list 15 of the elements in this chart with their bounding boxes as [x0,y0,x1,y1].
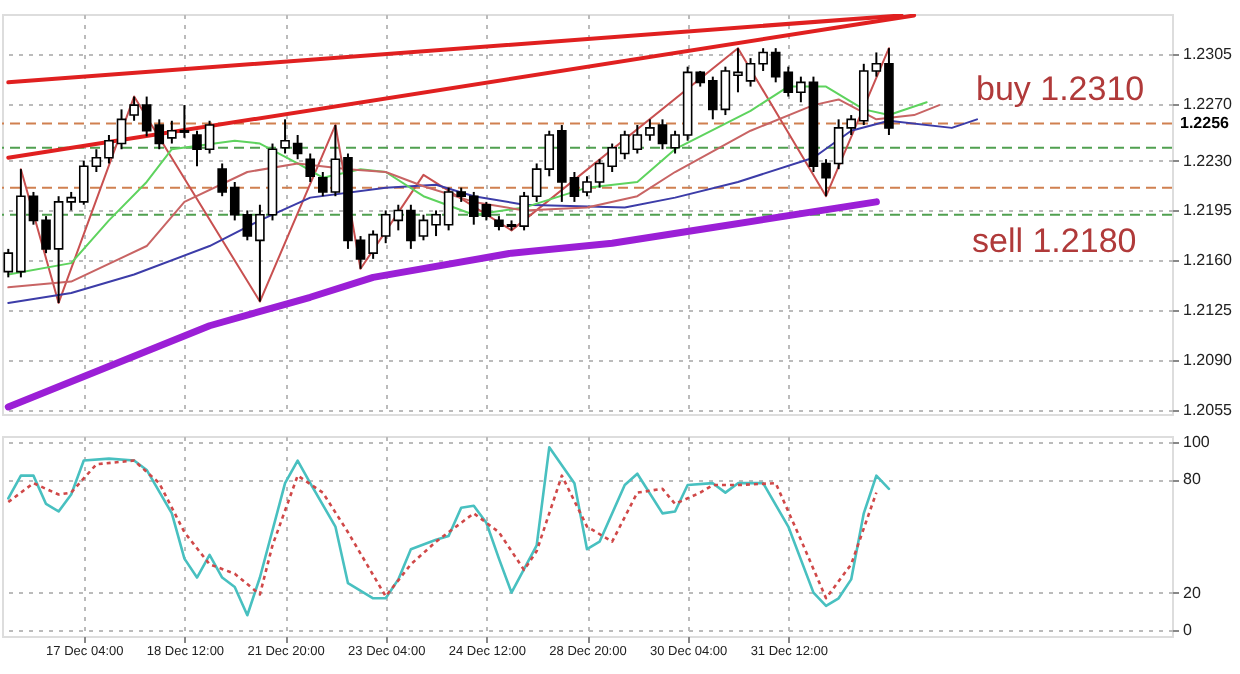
y-tick-label: 1.2090 [1183,350,1234,369]
y-tick-label: 20 [1183,583,1202,602]
y-tick-label: 1.2125 [1183,301,1234,320]
y-tick-label: 80 [1183,470,1202,489]
y-tick-label: 1.2305 [1183,44,1234,63]
ref-line-label: 1.2256 [1180,113,1231,132]
annotation: sell 1.2180 [972,222,1137,260]
y-tick-label: 1.2195 [1183,201,1234,220]
y-tick-label: 0 [1183,621,1193,640]
y-tick-label: 1.2270 [1183,94,1234,113]
y-tick-label: 1.2160 [1183,251,1234,270]
annotation: buy 1.2310 [976,70,1145,108]
y-tick-label: 1.2055 [1183,400,1234,419]
y-tick-label: 1.2230 [1183,151,1234,170]
y-tick-label: 100 [1183,432,1211,451]
